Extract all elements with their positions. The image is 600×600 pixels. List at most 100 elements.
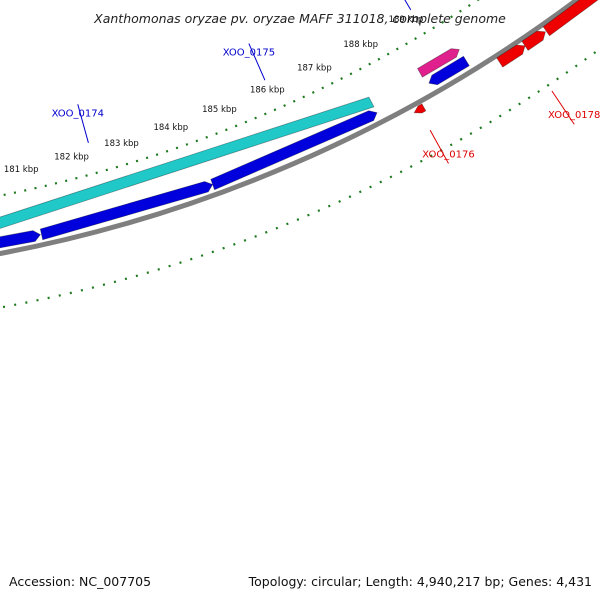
- scale-dot: [165, 149, 169, 153]
- scale-dot: [311, 90, 315, 94]
- scale-dot: [205, 135, 209, 139]
- scale-dot: [302, 95, 306, 99]
- gene-arrow-XOO_0176: [413, 103, 427, 114]
- scale-dot: [340, 77, 344, 81]
- scale-dot: [286, 222, 289, 226]
- scale-dot: [296, 218, 300, 221]
- tick-label: 181 kbp: [4, 165, 39, 175]
- gene-label-XOO_0174[interactable]: XOO_0174: [52, 108, 104, 119]
- scale-dot: [115, 165, 119, 169]
- scale-dot: [157, 268, 160, 271]
- scale-dot: [441, 20, 445, 24]
- scale-dot: [125, 162, 129, 166]
- scale-dot: [225, 128, 228, 132]
- scale-dot: [275, 226, 279, 230]
- scale-dot: [168, 264, 171, 268]
- scale-dot: [565, 70, 569, 74]
- leader-line: [551, 90, 575, 125]
- scale-dot: [69, 291, 73, 295]
- scale-dot: [459, 9, 462, 13]
- scale-dot: [254, 116, 257, 120]
- scale-dot: [498, 114, 502, 118]
- accession-text: Accession: NC_007705: [9, 574, 151, 589]
- gene-arrow-downstream: [542, 0, 599, 37]
- scale-dot: [211, 250, 215, 254]
- scale-dot: [321, 86, 325, 90]
- gene-features: [0, 0, 599, 249]
- scale-dot: [135, 159, 139, 163]
- scale-dot: [232, 242, 236, 246]
- scale-dot: [338, 199, 342, 203]
- scale-dot: [330, 81, 334, 85]
- scale-dot: [479, 126, 483, 130]
- scale-dot: [459, 137, 463, 141]
- scale-dot: [368, 62, 372, 66]
- scale-dot: [477, 0, 480, 2]
- scale-dot: [348, 195, 352, 199]
- scale-dot: [574, 64, 578, 68]
- scale-dot: [508, 108, 512, 112]
- scale-dot: [556, 77, 559, 81]
- scale-dot: [377, 57, 381, 61]
- scale-dot: [189, 257, 193, 261]
- scale-dot: [527, 96, 531, 100]
- scale-dot: [432, 26, 436, 30]
- scale-dot: [292, 99, 296, 103]
- scale-dot: [175, 146, 179, 150]
- scale-dot: [102, 283, 106, 287]
- scale-dot: [195, 139, 199, 143]
- scale-dot: [273, 108, 277, 112]
- leader-line: [77, 104, 89, 143]
- scale-dot: [379, 180, 383, 184]
- cds-band: [0, 96, 375, 229]
- gene-label-XOO_0176[interactable]: XOO_0176: [422, 149, 474, 160]
- scale-dot: [405, 42, 408, 46]
- tick-label: 186 kbp: [250, 85, 285, 95]
- scale-dot: [85, 174, 88, 177]
- scale-dot: [54, 182, 58, 185]
- scale-dot: [349, 72, 353, 76]
- scale-dot: [145, 156, 149, 160]
- genome-summary-text: Topology: circular; Length: 4,940,217 bp…: [248, 574, 592, 589]
- scale-dot: [105, 168, 109, 172]
- scale-dot: [409, 165, 413, 168]
- scale-dot: [243, 239, 247, 242]
- gene-label-XOO_0178[interactable]: XOO_0178: [548, 110, 600, 121]
- genome-backbone: [0, 0, 581, 257]
- scale-dot: [64, 179, 68, 183]
- tick-label: 183 kbp: [104, 139, 139, 149]
- gene-arrow-upstream: [0, 230, 42, 249]
- scale-dot: [44, 184, 47, 188]
- scale-dot: [200, 254, 204, 257]
- tick-label: 187 kbp: [297, 64, 332, 74]
- leader-line: [404, 0, 412, 11]
- scale-dot: [155, 153, 159, 156]
- scale-dot: [124, 277, 128, 281]
- scale-dot: [518, 102, 521, 106]
- tick-label: 182 kbp: [54, 153, 89, 163]
- leader-line: [248, 43, 266, 81]
- scale-dot: [75, 176, 78, 180]
- scale-dot: [469, 132, 473, 135]
- scale-dot: [254, 235, 257, 238]
- scale-dot: [369, 185, 372, 189]
- tick-label: 185 kbp: [202, 105, 237, 115]
- scale-dot: [234, 124, 238, 128]
- scale-dot: [423, 31, 427, 35]
- scale-dot: [395, 47, 399, 51]
- scale-dot: [113, 280, 117, 284]
- scale-dot: [327, 204, 331, 208]
- map-title: Xanthomonas oryzae pv. oryzae MAFF 31101…: [93, 11, 506, 26]
- scale-dot: [399, 170, 403, 174]
- gene-label-XOO_0175[interactable]: XOO_0175: [223, 48, 275, 59]
- scale-dot: [489, 120, 492, 124]
- scale-dot: [307, 213, 310, 217]
- scale-dot: [546, 83, 550, 87]
- scale-dot: [358, 190, 362, 194]
- gene-arrow-XOO_0177: [428, 55, 470, 86]
- tick-label: 184 kbp: [153, 123, 188, 133]
- scale-dot: [185, 143, 189, 146]
- scale-dot: [584, 57, 587, 61]
